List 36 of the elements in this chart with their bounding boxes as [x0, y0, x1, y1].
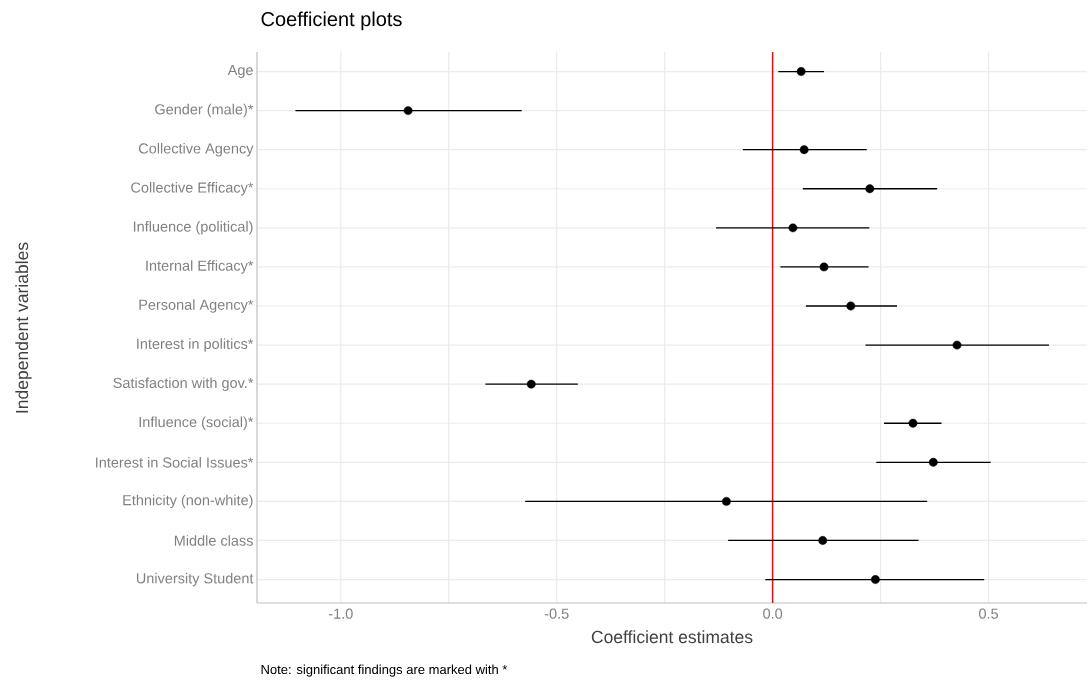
- y-tick-label: University Student: [136, 572, 254, 587]
- x-tick-label: -0.5: [544, 608, 569, 619]
- x-tick-label: 0.5: [979, 608, 999, 619]
- point: [928, 457, 938, 467]
- y-tick-label: Interest in politics*: [137, 338, 254, 352]
- x-tick-label: 0.0: [763, 608, 783, 619]
- y-tick-label: Internal Efficacy*: [146, 260, 254, 274]
- text: Note: significant findings are marked with *: [261, 664, 508, 677]
- point: [865, 184, 875, 194]
- point: [952, 340, 962, 350]
- y-tick-label: Middle class: [174, 535, 253, 546]
- point: [819, 262, 829, 272]
- y-tick-label: Collective Agency: [138, 142, 254, 157]
- point: [799, 145, 809, 155]
- point: [846, 301, 856, 311]
- point: [526, 379, 536, 389]
- point: [871, 575, 880, 584]
- point: [403, 106, 413, 116]
- y-axis-title: Independent variables: [15, 242, 32, 413]
- chart-title: Coefficient plots: [261, 11, 402, 31]
- point: [818, 536, 828, 545]
- point: [788, 223, 798, 233]
- y-tick-label: Age: [227, 65, 253, 79]
- point: [796, 67, 806, 76]
- y-tick-label: Influence (political): [133, 221, 253, 235]
- y-tick-label: Collective Efficacy*: [131, 182, 254, 196]
- x-axis-title: Coefficient estimates: [591, 630, 753, 644]
- y-tick-label: Ethnicity (non-white): [123, 494, 253, 509]
- y-tick-label: Influence (social)*: [139, 416, 254, 430]
- y-tick-label: Satisfaction with gov.*: [113, 377, 254, 391]
- y-tick-label: Interest in Social Issues*: [96, 456, 254, 468]
- point: [908, 418, 918, 428]
- y-tick-label: Personal Agency*: [139, 299, 254, 313]
- point: [722, 496, 731, 506]
- x-tick-label: -1.0: [328, 608, 353, 619]
- y-tick-label: Gender (male)*: [155, 103, 254, 118]
